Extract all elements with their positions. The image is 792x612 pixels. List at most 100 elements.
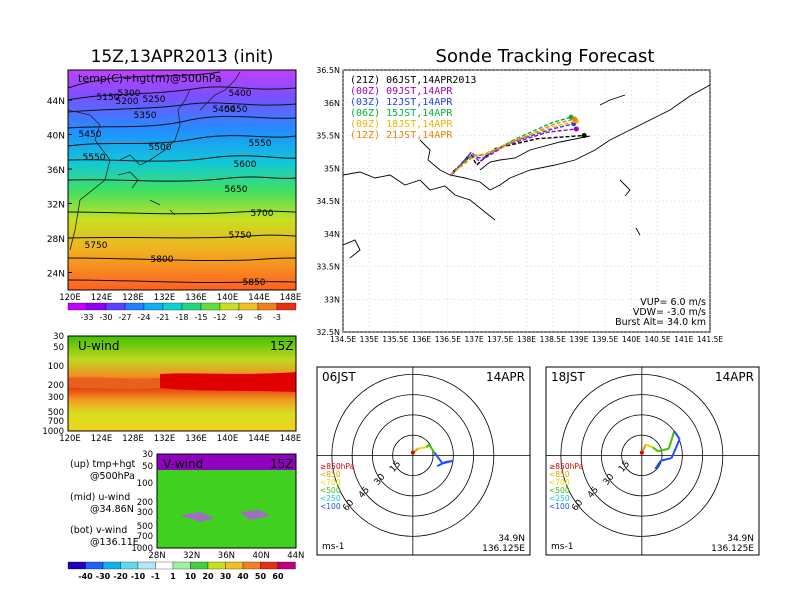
- sonde-param: VUP= 6.0 m/s: [640, 297, 706, 308]
- pressure-tick-label: 200: [48, 381, 64, 391]
- hodo-date: 14APR: [715, 370, 754, 384]
- landing-point: [568, 114, 574, 120]
- pressure-tick-label: 500: [48, 408, 64, 418]
- legend-sub: @136.11E: [90, 537, 139, 548]
- colorbar-label: -30: [96, 572, 111, 581]
- colorbar-swatch: [67, 302, 88, 311]
- colorbar-swatch: [155, 561, 174, 570]
- lat-tick-label: 34N: [324, 230, 340, 239]
- colorbar-label: 40: [237, 572, 249, 581]
- colorbar-swatch: [276, 302, 297, 311]
- hodo-segment: [433, 452, 444, 465]
- hodo-unit: ms-1: [322, 542, 344, 552]
- contour-label: 5550: [249, 139, 272, 149]
- colorbar-swatch: [200, 302, 221, 311]
- lon-tick-label: 138E: [517, 335, 536, 344]
- contour-label: 5500: [149, 143, 172, 153]
- contour-label: 5600: [234, 160, 257, 170]
- uwind-label: U-wind: [78, 339, 119, 353]
- launch-label: (06Z) 15JST,14APR: [350, 108, 453, 119]
- hodo-legend-item: <500: [320, 486, 341, 495]
- colorbar-swatch: [238, 302, 259, 311]
- colorbar-label: -30: [99, 313, 112, 322]
- hodo-lat: 34.9N: [727, 534, 754, 544]
- colorbar-swatch: [225, 561, 244, 570]
- hodo-lon: 136.125E: [711, 544, 754, 554]
- hodo-start: [410, 450, 415, 455]
- wind-colorbar: -40 -30 -20 -10 -1 1 10 20 30 40 50 60: [67, 561, 296, 581]
- lon-tick-label: 134.5E: [330, 335, 356, 344]
- lon-tick-label: 140E: [622, 335, 641, 344]
- colorbar-swatch: [120, 561, 139, 570]
- colorbar-label: -15: [194, 313, 207, 322]
- vwind-label: V-wind: [163, 457, 203, 471]
- uwind-frame: [67, 335, 297, 432]
- lat-ticks: 44N 40N 36N 32N 28N 24N: [47, 97, 72, 280]
- lon-tick-label: 144E: [248, 293, 270, 303]
- track-lat-ticks: 36.5N 36N 35.5N 35N 34.5N 34N 33.5N 33N 32.5N: [316, 66, 340, 337]
- colorbar-label: 10: [185, 572, 197, 581]
- colorbar-label: 50: [255, 572, 267, 581]
- lon-tick-label: 128E: [122, 434, 144, 444]
- legend-sub: @34.86N: [90, 504, 134, 515]
- colorbar-swatch: [207, 561, 226, 570]
- vwind-patch: [180, 510, 270, 522]
- lon-tick-label: 136E: [412, 335, 431, 344]
- launch-label: (00Z) 09JST,14APR: [350, 86, 453, 97]
- hodo-segment: [654, 460, 662, 470]
- vwind-time: 15Z: [270, 457, 294, 471]
- pressure-tick-label: 1000: [42, 427, 64, 437]
- hodo-segment: [428, 444, 436, 454]
- hodo-segment: [660, 457, 672, 462]
- colorbar-swatch: [242, 561, 261, 570]
- pressure-tick-label: 30: [53, 332, 64, 342]
- colorbar-label: -9: [235, 313, 243, 322]
- pressure-tick-label: 300: [137, 508, 153, 518]
- colorbar-swatch: [124, 302, 145, 311]
- contour-label: 5150: [97, 93, 120, 103]
- lon-tick-label: 124E: [91, 434, 113, 444]
- temp-colorbar: -33 -30 -27 -24 -21 -18 -15 -12 -9 -6 -3: [67, 302, 297, 322]
- lat-tick-label: 28N: [47, 235, 65, 245]
- colorbar-label: -27: [118, 313, 131, 322]
- lon-tick-label: 136E: [185, 434, 207, 444]
- lon-tick-label: 148E: [280, 293, 302, 303]
- contour-label: 5700: [251, 209, 274, 219]
- colorbar-swatch: [260, 561, 279, 570]
- pressure-tick-label: 50: [142, 462, 153, 472]
- lon-tick-label: 140E: [217, 434, 239, 444]
- lon-tick-label: 120E: [59, 293, 81, 303]
- lon-ticks: 120E 124E 128E 132E 136E 140E 144E 148E: [59, 293, 301, 303]
- pressure-tick-label: 700: [137, 532, 153, 542]
- lon-tick-label: 138.5E: [540, 335, 566, 344]
- colorbar-swatch: [219, 302, 240, 311]
- pressure-tick-label: 100: [48, 362, 64, 372]
- height-contours: [68, 71, 296, 284]
- hodo-segment: [667, 430, 676, 449]
- uwind-time: 15Z: [270, 339, 294, 353]
- contour-label: 5850: [243, 278, 266, 288]
- hodo-legend-item: <700: [320, 478, 341, 487]
- lat-tick-label: 44N: [287, 551, 304, 561]
- vwind-frame: [156, 453, 297, 549]
- lat-tick-label: 32N: [47, 201, 65, 211]
- legend-head: (bot) v-wind: [70, 525, 127, 536]
- hodo-legend-item: <700: [549, 478, 570, 487]
- colorbar-swatch: [102, 561, 121, 570]
- lon-tick-label: 140.5E: [644, 335, 670, 344]
- track-lon-ticks: 134.5E 135E 135.5E 136E 136.5E 137E 137.5E 138E…: [330, 335, 723, 344]
- colorbar-swatch: [67, 561, 86, 570]
- sonde-tracks: [449, 114, 587, 177]
- hodo-lon: 136.125E: [482, 544, 525, 554]
- pressure-tick-label: 700: [48, 417, 64, 427]
- colorbar-swatch: [190, 561, 209, 570]
- legend-sub: @500hPa: [90, 471, 135, 482]
- landing-point: [573, 126, 579, 132]
- lon-tick-label: 141E: [674, 335, 693, 344]
- contour-label: 5450: [225, 105, 248, 115]
